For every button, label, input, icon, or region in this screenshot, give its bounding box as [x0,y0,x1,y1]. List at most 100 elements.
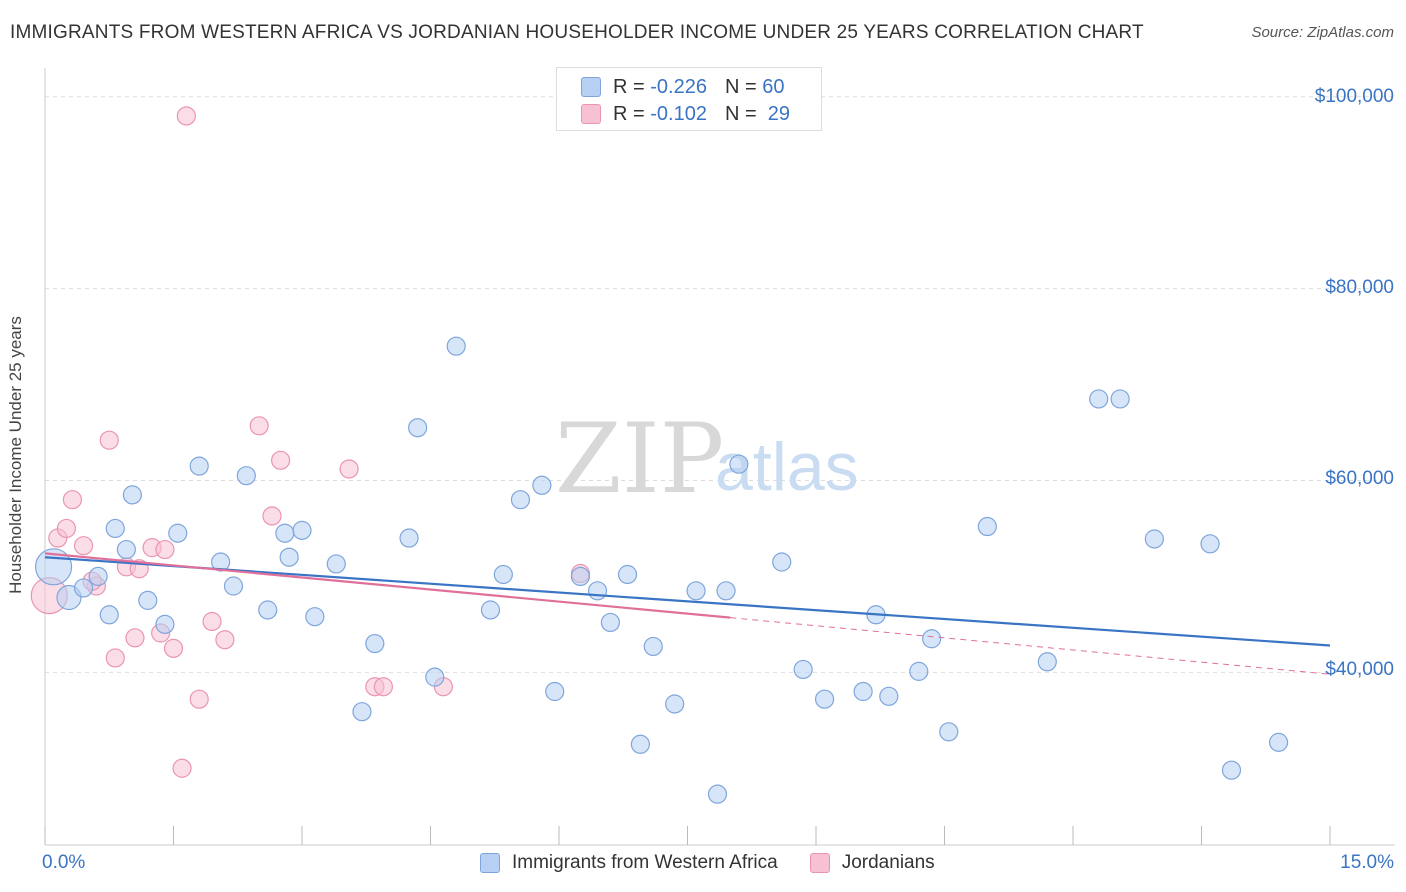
data-point-western-africa [617,564,638,585]
legend-item-western-africa: Immigrants from Western Africa [480,852,778,874]
data-point-western-africa [122,485,142,505]
data-point-western-africa [189,456,209,476]
data-point-western-africa [493,564,513,585]
data-point-jordanians [249,416,269,436]
r-value: -0.102 [650,102,707,125]
trend-line-jordanians [44,552,731,619]
data-point-jordanians [189,689,209,709]
data-point-western-africa [305,607,325,627]
legend-item-jordanians: Jordanians [809,852,935,874]
data-point-jordanians [215,630,235,650]
legend-label: Jordanians [841,852,935,873]
data-point-western-africa [352,702,372,722]
chart-title: IMMIGRANTS FROM WESTERN AFRICA VS JORDAN… [10,22,1144,43]
data-point-western-africa [425,667,445,687]
pink-swatch [581,104,601,124]
data-point-western-africa [909,661,929,681]
series-legend: Immigrants from Western Africa Jordanian… [480,852,967,874]
data-point-western-africa [853,681,873,702]
data-point-western-africa [326,554,346,574]
data-point-jordanians [176,106,196,126]
data-point-jordanians [262,506,282,526]
data-point-western-africa [258,600,278,620]
data-point-western-africa [1221,760,1242,780]
trend-line-western-africa [44,556,1331,647]
data-point-jordanians [373,677,393,697]
n-label: N = [724,102,757,125]
data-point-western-africa [138,590,158,610]
data-point-western-africa [446,336,466,356]
blue-swatch [480,853,500,873]
data-point-western-africa [545,681,565,702]
data-point-western-africa [570,566,591,587]
data-point-western-africa [365,633,385,654]
x-tick-label-start: 0.0% [42,852,86,873]
data-point-jordanians [62,490,83,510]
data-point-jordanians [339,459,359,479]
data-point-western-africa [1089,389,1109,409]
data-point-western-africa [105,518,125,539]
data-point-western-africa [399,528,419,548]
data-point-jordanians [172,758,192,778]
source-label: Source: ZipAtlas.com [1251,24,1394,41]
n-value: 29 [767,102,791,125]
data-point-western-africa [275,523,295,543]
data-point-western-africa [116,539,136,560]
data-point-western-africa [814,689,835,709]
data-point-western-africa [408,418,428,438]
data-point-jordanians [163,638,184,658]
n-value: 60 [762,75,785,98]
data-point-western-africa [223,576,244,596]
correlation-legend: R = -0.226 N = 60 R = -0.102 N = 29 [556,67,822,131]
data-point-western-africa [977,516,997,537]
y-tick-label: $60,000 [1325,468,1394,489]
legend-row-pink: R = -0.102 N = 29 [581,102,790,126]
data-point-jordanians [270,450,291,470]
legend-row-blue: R = -0.226 N = 60 [581,75,784,99]
r-label: R = [613,75,645,98]
data-point-western-africa [73,578,94,598]
data-point-jordanians [73,536,94,556]
data-point-western-africa [155,614,175,634]
pink-swatch [809,853,830,873]
data-point-western-africa [879,686,899,706]
r-value: -0.226 [650,75,707,98]
data-point-jordanians [56,518,77,539]
data-point-jordanians [155,539,175,560]
blue-swatch [581,77,601,97]
watermark-zip: ZIP [555,403,724,515]
series-western-africa [34,336,1289,804]
x-tick-label-end: 15.0% [1340,852,1394,873]
data-point-western-africa [939,722,959,742]
series-jordanians [30,106,591,778]
data-point-western-africa [1037,652,1057,672]
data-point-western-africa [480,600,501,620]
y-tick-label: $100,000 [1314,86,1394,107]
data-point-western-africa [168,523,188,543]
data-point-western-africa [510,490,531,510]
data-point-jordanians [125,628,145,648]
data-point-western-africa [643,636,663,657]
data-point-western-africa [729,454,749,474]
n-label: N = [724,75,757,98]
data-point-western-africa [630,734,650,754]
data-point-western-africa [1200,534,1220,554]
data-point-western-africa [532,475,552,495]
data-point-jordanians [105,648,125,668]
trend-lines [44,552,1331,675]
data-point-western-africa [236,466,256,486]
data-point-western-africa [707,784,728,804]
data-point-western-africa [922,629,942,649]
data-point-western-africa [793,659,813,680]
trend-line-jordanians [730,617,1331,675]
data-point-western-africa [716,581,736,601]
data-point-western-africa [772,552,792,572]
data-point-western-africa [1144,529,1164,549]
legend-label: Immigrants from Western Africa [512,852,778,873]
data-point-western-africa [211,552,231,572]
data-point-western-africa [88,566,108,587]
data-point-western-africa [686,581,706,601]
data-point-western-africa [1268,732,1289,752]
data-point-western-africa [587,581,608,601]
